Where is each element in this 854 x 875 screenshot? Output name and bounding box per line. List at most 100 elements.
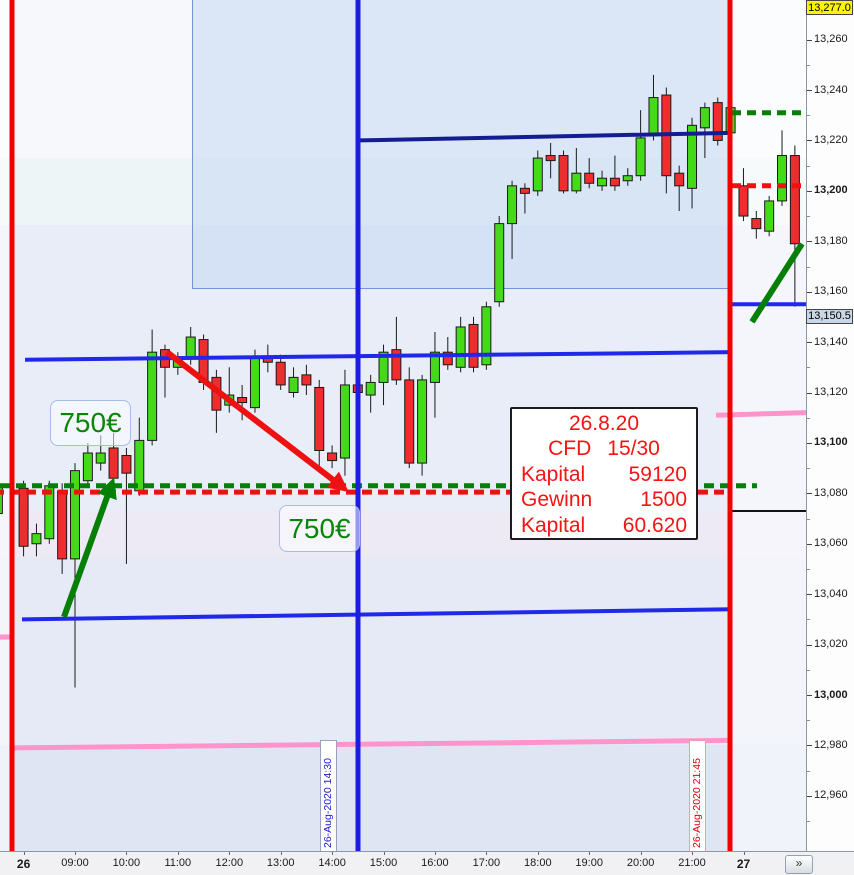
time-tick — [177, 852, 179, 855]
price-axis[interactable]: 13,260 13,240 13,220 13,200 13,180 13,160 13,1… — [806, 0, 854, 851]
sell-arrow[interactable] — [165, 349, 349, 493]
price-tick-label: 13,120 — [814, 386, 848, 398]
time-tick — [23, 852, 25, 855]
buy-arrow[interactable] — [61, 477, 117, 618]
profit-note-morning[interactable]: 750€ — [50, 400, 131, 446]
profit-note-afternoon[interactable]: 750€ — [279, 505, 360, 552]
candle-body-22:15 — [751, 218, 762, 230]
candle-body-22:45 — [777, 155, 788, 202]
candle-body-21:00 — [687, 124, 698, 189]
price-tick — [807, 140, 812, 142]
candle-body-10:30 — [147, 351, 158, 441]
price-minor-tick — [807, 821, 810, 822]
profit-note-text: 750€ — [59, 407, 122, 438]
candle-body-23:00 — [789, 155, 800, 245]
candle-body-09:15 — [82, 452, 93, 482]
price-minor-tick — [807, 417, 810, 419]
candle-body-08:15 — [31, 533, 42, 545]
price-tick-label: 13,080 — [814, 486, 848, 499]
post-session-shade — [731, 0, 806, 851]
candle-body-19:45 — [622, 175, 633, 182]
price-tick — [807, 745, 812, 747]
time-tick-label: 13:00 — [266, 857, 295, 869]
candle-body-19:15 — [597, 177, 608, 187]
price-tick-label: 13,240 — [814, 83, 848, 96]
candle-body-12:30 — [249, 356, 260, 409]
candle-body-13:00 — [275, 361, 286, 386]
time-tick-label: 15:00 — [369, 857, 398, 869]
last-price-tag: 13,150.5 — [806, 309, 853, 324]
price-tick — [807, 241, 812, 243]
price-tick-label: 13,180 — [814, 234, 848, 247]
support-trend-line[interactable] — [21, 607, 732, 622]
time-label-1430: 26-Aug-2020 14:30 — [320, 740, 337, 852]
candle-body-20:15 — [648, 97, 659, 136]
price-minor-tick — [807, 720, 810, 722]
price-tick-label: 13,020 — [814, 638, 848, 651]
candle-body-20:00 — [635, 137, 646, 177]
price-tick — [807, 644, 812, 646]
session-label-26aug: 26-Aug-2020 21:45 — [689, 740, 706, 852]
time-tick-label: 27 — [736, 857, 751, 871]
pnl-cfd-value: 15/30 — [607, 437, 660, 461]
price-tick — [807, 543, 812, 545]
candle-body-10:00 — [121, 455, 132, 474]
candle-body-16:45 — [468, 323, 479, 368]
candle-body-07:30 — [0, 485, 3, 515]
candle-body-12:15 — [237, 397, 248, 404]
candle-body-11:15 — [185, 336, 196, 358]
price-tick-label: 12,960 — [814, 789, 848, 802]
candle-body-22:30 — [764, 200, 775, 232]
price-minor-tick — [807, 619, 810, 621]
candle-body-17:30 — [507, 185, 518, 225]
candle-body-21:15 — [699, 107, 710, 129]
time-tick — [383, 852, 385, 855]
profit-note-text: 750€ — [288, 512, 351, 544]
pink-line-bottom[interactable] — [13, 737, 729, 751]
channel-top-line[interactable] — [359, 130, 732, 143]
price-minor-tick — [807, 770, 810, 772]
pnl-row-kapital-start: Kapital 59120 — [521, 462, 687, 486]
time-tick-label: 14:00 — [318, 857, 346, 869]
price-tick — [807, 90, 812, 91]
time-tick — [332, 852, 334, 855]
scroll-right-button[interactable]: » — [785, 855, 813, 874]
green-trend-line-right[interactable] — [749, 242, 805, 324]
candle-body-17:15 — [494, 223, 505, 303]
time-tick — [589, 852, 591, 855]
time-axis[interactable]: 26 09:00 10:00 11:00 12:00 13:00 14:00 15:00 16:… — [0, 851, 854, 875]
candle-body-14:45 — [365, 381, 376, 396]
price-minor-tick — [807, 367, 810, 369]
price-minor-tick — [807, 518, 810, 520]
pre-session-shade — [0, 0, 11, 851]
price-tick-label: 13,040 — [814, 587, 848, 600]
time-tick-label: 16:00 — [421, 857, 449, 869]
time-tick-label: 21:00 — [678, 857, 706, 869]
pnl-date: 26.8.20 — [568, 412, 640, 435]
price-minor-tick — [807, 468, 810, 470]
candle-body-15:30 — [404, 379, 415, 464]
price-tick-label: 13,000 — [814, 688, 848, 701]
price-minor-tick — [807, 216, 810, 217]
price-tick — [807, 39, 812, 41]
candle-body-17:00 — [481, 306, 492, 366]
price-tick-label: 13,200 — [814, 184, 848, 197]
resistance-trend-line[interactable] — [24, 350, 732, 362]
price-minor-tick — [807, 669, 810, 671]
candle-body-16:30 — [455, 326, 466, 368]
time-tick-label: 26 — [16, 857, 31, 871]
price-tick — [807, 594, 812, 596]
candle-body-16:15 — [442, 351, 453, 366]
time-tick — [229, 852, 231, 855]
candle-body-18:45 — [571, 172, 582, 192]
price-tick-label: 13,220 — [814, 133, 848, 146]
price-tick — [807, 442, 812, 444]
price-minor-tick — [807, 64, 810, 66]
time-tick-label: 11:00 — [164, 857, 192, 869]
candle-body-15:45 — [417, 379, 428, 464]
pnl-row-kapital-end: Kapital 60.620 — [521, 513, 687, 537]
time-tick — [75, 852, 76, 855]
time-tick-label: 17:00 — [472, 857, 501, 869]
pnl-cfd-label: CFD — [548, 437, 592, 461]
pnl-info-box[interactable]: 26.8.20 CFD 15/30 Kapital 59120 Gewinn 150… — [510, 407, 698, 540]
